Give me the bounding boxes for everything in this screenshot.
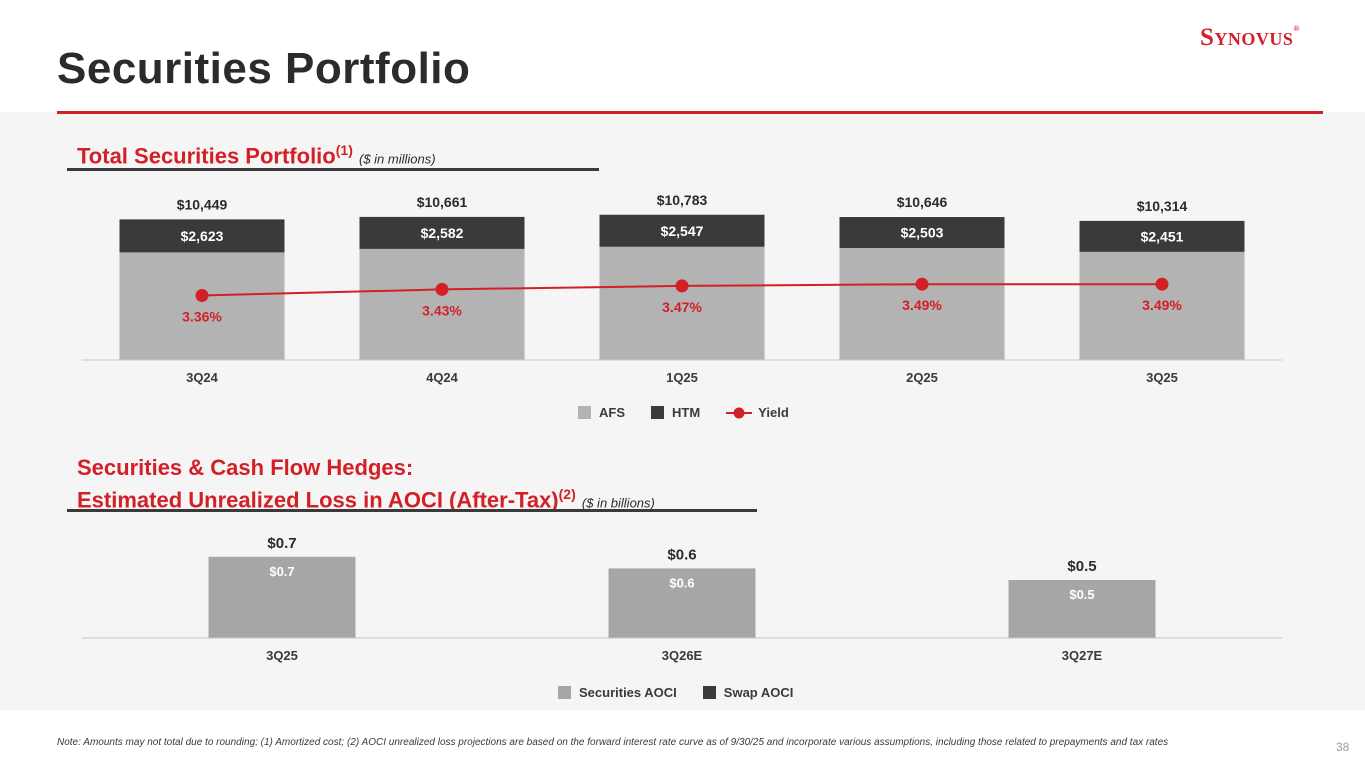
yield-point <box>1155 277 1169 291</box>
section2-title-line2-wrap: Estimated Unrealized Loss in AOCI (After… <box>77 481 655 516</box>
yield-point <box>675 279 689 293</box>
aoci-total-label: $0.7 <box>267 535 296 552</box>
page-title: Securities Portfolio <box>57 44 471 93</box>
legend-swap-aoci: Swap AOCI <box>702 685 794 700</box>
section1-footnote-ref: (1) <box>335 142 353 158</box>
htm-bar <box>119 219 285 253</box>
logo-text: Synovus <box>1200 24 1294 51</box>
aoci-chart: $0.7 $0.7 3Q25 $0.6 $0.6 3Q26E $0.5 $0.5 3Q27E <box>82 535 1282 663</box>
yield-value-label: 3.49% <box>902 297 942 313</box>
synovus-logo: Synovus® <box>1200 24 1300 52</box>
securities-aoci-value-label: $0.7 <box>269 564 294 579</box>
legend-yield-marker <box>726 407 753 418</box>
header-divider <box>57 111 1323 114</box>
htm-bar <box>839 217 1005 249</box>
section2-rule <box>67 509 757 512</box>
afs-bar <box>359 248 525 360</box>
total-value-label: $10,314 <box>1137 198 1188 214</box>
securities-portfolio-chart: $2,623 $10,449 3Q24 3.36% $2,582 $10,661 4Q24 3… <box>82 192 1282 385</box>
yield-point <box>195 288 209 302</box>
afs-bar <box>839 248 1005 360</box>
yield-value-label: 3.49% <box>1142 297 1182 313</box>
securities-aoci-bar <box>608 568 756 638</box>
legend-swap-aoci-swatch <box>702 686 716 699</box>
yield-value-label: 3.43% <box>422 302 462 318</box>
total-value-label: $10,646 <box>897 194 948 210</box>
htm-value-label: $2,547 <box>661 223 704 239</box>
section1-title-text: Total Securities Portfolio <box>77 143 336 169</box>
yield-point <box>435 282 449 296</box>
section1-rule <box>67 168 599 171</box>
htm-value-label: $2,623 <box>181 228 224 244</box>
htm-value-label: $2,582 <box>421 225 464 241</box>
legend-securities-aoci-label: Securities AOCI <box>579 685 677 700</box>
page-number: 38 <box>1336 740 1350 754</box>
total-value-label: $10,783 <box>657 192 708 208</box>
section2-title-line1: Securities & Cash Flow Hedges: <box>77 455 414 480</box>
x-tick-label: 3Q27E <box>1062 648 1103 663</box>
securities-aoci-bar <box>208 556 356 638</box>
securities-aoci-bar <box>1008 580 1156 638</box>
legend-swap-aoci-label: Swap AOCI <box>723 685 794 700</box>
footnote: Note: Amounts may not total due to round… <box>57 737 1169 748</box>
yield-point <box>915 277 929 291</box>
section1-unit: ($ in millions) <box>359 151 436 167</box>
legend-securities-aoci: Securities AOCI <box>558 685 677 700</box>
x-tick-label: 3Q26E <box>662 648 703 663</box>
legend-afs: AFS <box>578 405 625 420</box>
legend-securities-aoci-swatch <box>558 686 571 699</box>
yield-value-label: 3.36% <box>182 308 222 324</box>
legend-htm-swatch <box>651 406 664 419</box>
x-tick-label: 2Q25 <box>906 370 938 385</box>
securities-aoci-value-label: $0.5 <box>1069 587 1094 602</box>
yield-value-label: 3.47% <box>662 299 702 315</box>
x-tick-label: 3Q25 <box>1146 370 1178 385</box>
legend-yield-label: Yield <box>758 405 789 420</box>
htm-bar <box>1079 220 1245 252</box>
htm-bar <box>359 216 525 249</box>
x-tick-label: 1Q25 <box>666 370 698 385</box>
x-tick-label: 3Q24 <box>186 370 219 385</box>
htm-value-label: $2,451 <box>1141 228 1184 244</box>
htm-value-label: $2,503 <box>901 225 944 241</box>
afs-bar <box>599 246 765 360</box>
afs-bar <box>1079 251 1245 360</box>
chart2-legend: Securities AOCI Swap AOCI <box>558 685 819 700</box>
securities-aoci-value-label: $0.6 <box>669 575 694 590</box>
chart1-legend: AFS HTM Yield <box>578 405 815 420</box>
aoci-total-label: $0.5 <box>1067 558 1096 575</box>
section2-title-line2: Estimated Unrealized Loss in AOCI (After… <box>77 487 559 513</box>
afs-bar <box>119 252 285 360</box>
logo-registered-mark: ® <box>1293 24 1300 33</box>
x-tick-label: 4Q24 <box>426 370 459 385</box>
total-value-label: $10,449 <box>177 196 228 212</box>
legend-afs-label: AFS <box>599 405 625 420</box>
section2-unit: ($ in billions) <box>581 495 655 511</box>
aoci-total-label: $0.6 <box>667 546 696 563</box>
section2-title: Securities & Cash Flow Hedges: Estimated… <box>77 455 655 516</box>
x-tick-label: 3Q25 <box>266 648 298 663</box>
htm-bar <box>599 214 765 247</box>
legend-htm: HTM <box>651 405 700 420</box>
legend-afs-swatch <box>578 406 591 419</box>
section1-title: Total Securities Portfolio(1) ($ in mill… <box>77 137 436 172</box>
legend-htm-label: HTM <box>672 405 701 420</box>
total-value-label: $10,661 <box>417 194 468 210</box>
section2-footnote-ref: (2) <box>558 486 576 502</box>
legend-yield: Yield <box>726 405 789 420</box>
